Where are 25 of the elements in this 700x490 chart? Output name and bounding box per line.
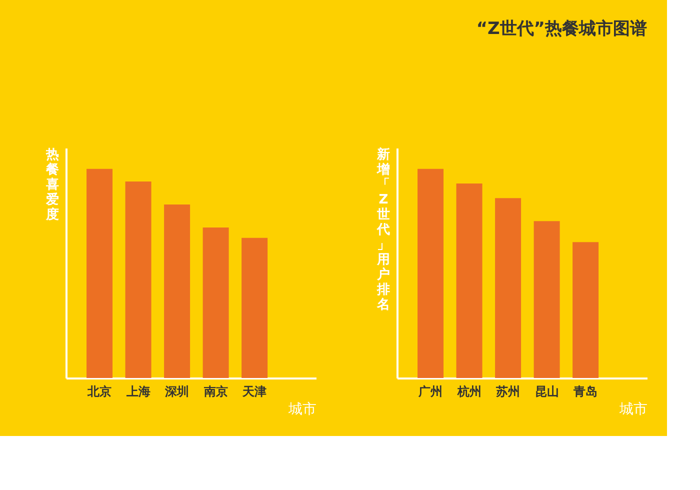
x-axis-title: 城市 xyxy=(618,402,648,418)
x-tick-label: 深圳 xyxy=(164,384,190,398)
text: 新增「Z世代」用户排名 xyxy=(377,148,390,312)
x-tick-label: 北京 xyxy=(86,384,112,398)
bar xyxy=(534,221,560,378)
x-tick-label: 南京 xyxy=(202,384,228,398)
x-tick-label: 广州 xyxy=(418,384,443,398)
x-tick-label: 上海 xyxy=(125,384,150,398)
bar xyxy=(202,227,229,378)
x-tick-label: 天津 xyxy=(242,384,267,398)
bar xyxy=(86,168,113,378)
y-axis-title: 热餐喜爱度 xyxy=(45,148,59,222)
bar xyxy=(418,168,444,378)
x-axis-title: 城市 xyxy=(288,402,316,418)
bar xyxy=(242,238,268,378)
chart-title: “Z世代”热餐城市图谱 xyxy=(476,19,647,39)
bar xyxy=(164,204,190,378)
x-tick-label: 苏州 xyxy=(495,384,520,398)
x-tick-label: 杭州 xyxy=(456,384,482,398)
x-tick-label: 青岛 xyxy=(572,384,598,398)
bar xyxy=(495,198,522,378)
bar xyxy=(456,184,482,378)
bar xyxy=(125,181,152,378)
x-tick-label: 昆山 xyxy=(534,384,559,398)
bar xyxy=(572,242,599,378)
